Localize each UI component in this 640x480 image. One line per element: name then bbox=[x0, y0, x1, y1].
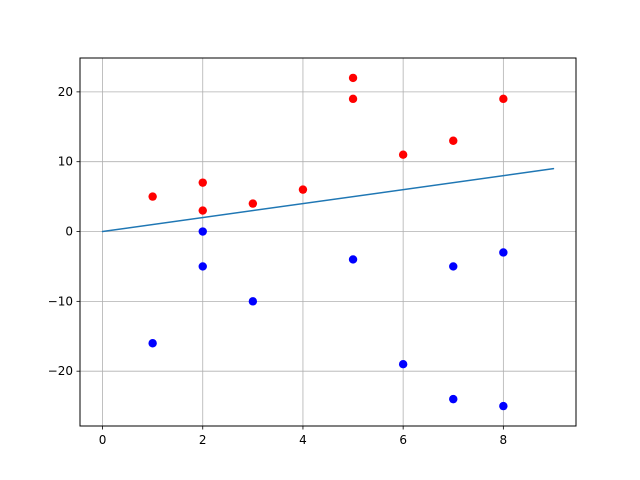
scatter-point-1-5 bbox=[398, 360, 408, 369]
ticks-layer: 0 2 4 6 8 −20 −10 0 10 20 bbox=[48, 85, 508, 447]
scatter-point-1-2 bbox=[198, 262, 207, 271]
y-tick-label-2: 0 bbox=[65, 225, 73, 239]
scatter-point-0-6 bbox=[348, 94, 358, 104]
scatter-point-0-9 bbox=[499, 94, 508, 104]
scatter-point-0-7 bbox=[398, 150, 408, 159]
scatter-point-1-0 bbox=[148, 339, 157, 348]
series-line-2 bbox=[101, 167, 555, 233]
scatter-point-0-5 bbox=[348, 73, 358, 83]
scatter-point-1-6 bbox=[449, 262, 458, 271]
x-tick-label-0: 0 bbox=[99, 433, 107, 447]
scatter-point-0-4 bbox=[298, 185, 308, 194]
scatter-point-0-2 bbox=[198, 206, 207, 215]
x-tick-label-4: 8 bbox=[500, 433, 508, 447]
scatter-point-1-1 bbox=[198, 227, 207, 236]
scatter-point-0-8 bbox=[449, 136, 458, 145]
scatter-point-0-0 bbox=[148, 192, 157, 201]
x-tick-label-2: 4 bbox=[299, 433, 307, 447]
grid-layer bbox=[80, 58, 576, 426]
y-tick-label-4: 20 bbox=[58, 85, 73, 99]
scatter-point-1-4 bbox=[348, 255, 358, 264]
scatter-point-1-3 bbox=[248, 297, 258, 306]
y-tick-label-1: −10 bbox=[48, 294, 73, 308]
scatter-point-1-8 bbox=[499, 248, 508, 257]
y-tick-label-0: −20 bbox=[48, 364, 73, 378]
scatter-point-0-3 bbox=[248, 199, 258, 208]
x-tick-label-3: 6 bbox=[399, 433, 407, 447]
series-layer bbox=[101, 73, 555, 411]
y-tick-label-3: 10 bbox=[58, 155, 73, 169]
x-tick-label-1: 2 bbox=[199, 433, 207, 447]
scatter-point-1-7 bbox=[449, 394, 458, 404]
scatter-point-1-9 bbox=[499, 401, 508, 411]
scatter-point-0-1 bbox=[198, 178, 207, 187]
plot-frame bbox=[79, 57, 577, 427]
